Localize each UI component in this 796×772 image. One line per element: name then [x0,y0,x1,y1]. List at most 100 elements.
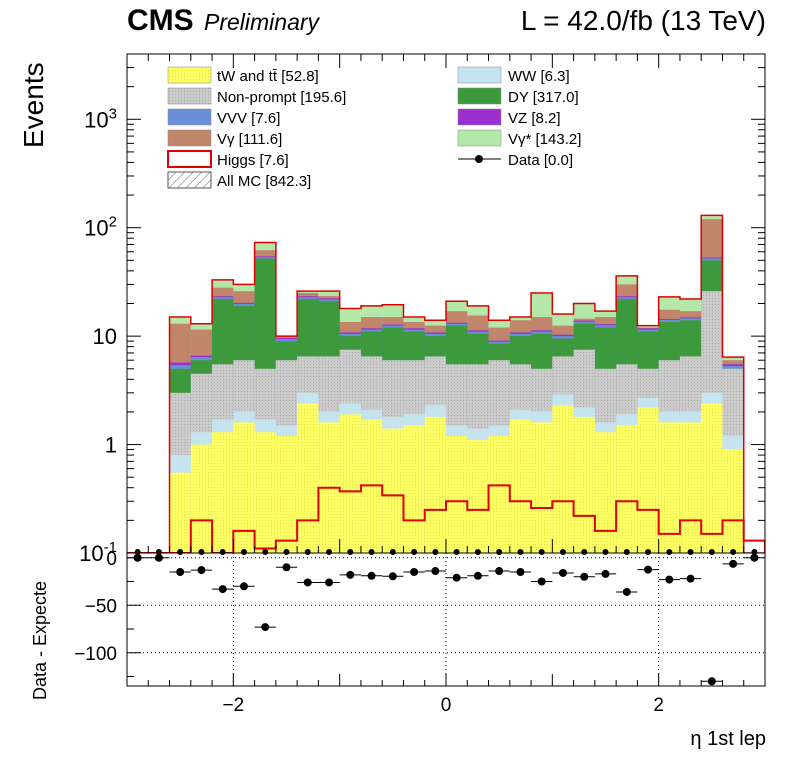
ratio-point [176,568,185,576]
bar-ttbar [573,416,595,553]
ratio-point [601,569,610,578]
ratio-point [133,553,142,562]
data-point [177,549,184,555]
ratio-point [367,571,376,580]
data-point [262,549,269,555]
ratio-point [644,565,653,574]
legend-swatch-allmc [167,171,212,189]
data-point [623,549,630,555]
x-tick-label: 0 [441,695,452,716]
bar-ttbar [616,425,638,553]
data-point [198,549,205,555]
ratio-y-tick-label: 0 [106,549,117,570]
ratio-point [218,585,227,594]
higgs-line [127,484,765,553]
cms-label: CMS [127,4,194,37]
ratio-point [558,568,567,577]
data-point [389,549,396,555]
preliminary-label: Preliminary [204,9,320,35]
bar-ttbar [382,428,404,553]
data-point [347,549,354,555]
legend-label-ttbar: tW and tt̄ [52.8] [217,68,319,85]
data-point [368,549,375,555]
x-tick-label: 2 [653,695,664,716]
data-point [581,549,588,555]
data-point [411,549,418,555]
x-axis-title: η 1st lep [690,728,766,750]
ratio-y-tick-label: −100 [74,644,117,665]
luminosity-label: L = 42.0/fb (13 TeV) [520,5,766,36]
ratio-point [431,567,440,576]
bar-ttbar [594,432,617,553]
legend-label-data: Data [0.0] [508,152,573,169]
data-point [602,549,609,555]
data-point [432,549,439,555]
legend-label-dy: DY [317.0] [508,89,579,106]
main-panel: 1 10 102 103 10-1 [79,53,766,566]
ratio-point [622,587,631,596]
ratio-point [665,575,674,584]
data-point [240,549,247,555]
y-tick-label: 102 [84,214,117,241]
ratio-point [325,578,334,587]
ratio-point [388,572,397,581]
ratio-point [410,568,419,576]
y-tick-label: 1 [105,433,117,458]
ratio-point [154,553,163,562]
bar-ttbar [467,440,489,553]
bar-ttbar [658,422,680,553]
bar-ttbar [169,472,191,553]
ratio-point [707,677,716,686]
legend-swatch-vgammastar [457,129,502,147]
stack-top-outline [127,214,765,553]
bar-ttbar [488,435,510,553]
ratio-point [473,571,482,580]
bar-ttbar [722,449,744,553]
legend-swatch-ww [457,66,502,84]
ratio-point [239,582,248,591]
bar-ttbar [339,414,361,553]
stack-group [127,214,765,553]
bar-ttbar [212,432,234,553]
legend-label-higgs: Higgs [7.6] [217,152,289,169]
legend-swatch-vvv [167,108,212,126]
data-point [687,549,694,555]
legend-swatch-data-marker [475,155,483,163]
y-tick-label: 10 [93,324,117,349]
bar-ttbar [446,435,468,553]
legend-label-allmc: All MC [842.3] [217,173,311,190]
data-point [645,549,652,555]
ratio-point [580,572,589,581]
data-point [517,549,524,555]
ratio-point [516,568,525,576]
bar-ttbar [509,419,532,553]
bar-ttbar [275,435,298,553]
legend-swatch-ttbar [167,66,212,84]
legend-label-vz: VZ [8.2] [508,110,561,127]
ratio-point [346,570,355,579]
data-point [453,549,460,555]
bar-ttbar [254,432,276,553]
bar-ttbar [637,407,659,553]
data-point [326,549,333,555]
bar-ttbar [190,444,213,553]
ratio-point [197,566,206,575]
bar-ttbar [531,422,553,553]
ratio-y-tick-label: −50 [85,596,117,617]
ratio-point [686,574,695,583]
ratio-point [729,559,738,568]
legend-swatch-vgamma [167,129,212,147]
y-tick-label: 103 [84,105,117,132]
data-point [474,549,481,555]
x-tick-label: −2 [222,695,244,716]
legend: tW and tt̄ [52.8] WW [6.3] Non-prompt [195… [167,66,581,190]
ratio-point [537,577,546,586]
bar-ttbar [424,416,446,553]
legend-swatch-vz [457,108,502,126]
legend-swatch-nonprompt [167,87,212,105]
bar-ttbar [297,403,319,553]
data-point [708,549,715,555]
y-tick-label: 10-1 [79,539,117,566]
ratio-point [452,573,461,582]
